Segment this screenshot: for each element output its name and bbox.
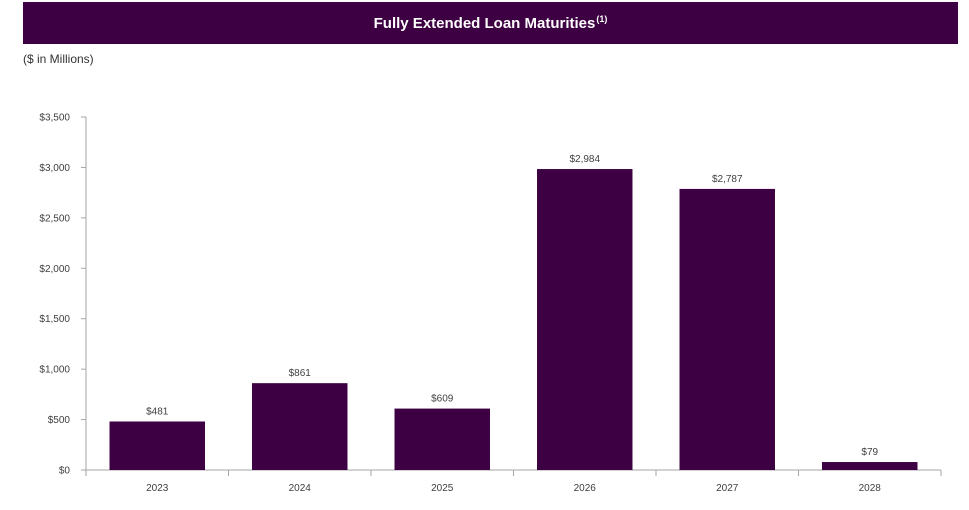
bar: [394, 408, 490, 470]
chart-title: Fully Extended Loan Maturities(1): [374, 14, 608, 32]
bar: [822, 462, 918, 470]
y-tick-label: $3,000: [39, 163, 70, 174]
title-footnote-marker: (1): [596, 14, 608, 24]
bar-data-label: $861: [289, 368, 312, 379]
bar-data-label: $79: [861, 447, 878, 458]
bar: [679, 188, 775, 471]
x-tick-label: 2027: [716, 483, 739, 494]
y-tick-label: $2,000: [39, 264, 70, 275]
x-tick-label: 2023: [146, 483, 169, 494]
x-tick-label: 2026: [574, 483, 597, 494]
y-tick-label: $1,500: [39, 314, 70, 325]
x-tick-label: 2025: [431, 483, 454, 494]
chart-title-text: Fully Extended Loan Maturities: [373, 15, 596, 32]
bar: [252, 383, 348, 470]
x-tick-label: 2028: [859, 483, 882, 494]
bar-data-label: $2,787: [712, 174, 743, 185]
bar-data-label: $2,984: [569, 154, 600, 165]
y-tick-label: $1,000: [39, 365, 70, 376]
y-tick-label: $2,500: [39, 213, 70, 224]
y-tick-label: $0: [59, 466, 71, 477]
bar: [537, 169, 633, 470]
bar: [109, 421, 205, 470]
y-tick-label: $3,500: [39, 113, 70, 124]
bar-data-label: $481: [146, 406, 169, 417]
x-tick-label: 2024: [289, 483, 312, 494]
chart-subtitle: ($ in Millions): [23, 52, 94, 66]
bar-data-label: $609: [431, 394, 454, 405]
chart-title-bar: Fully Extended Loan Maturities(1): [23, 2, 958, 44]
y-tick-label: $500: [48, 415, 71, 426]
